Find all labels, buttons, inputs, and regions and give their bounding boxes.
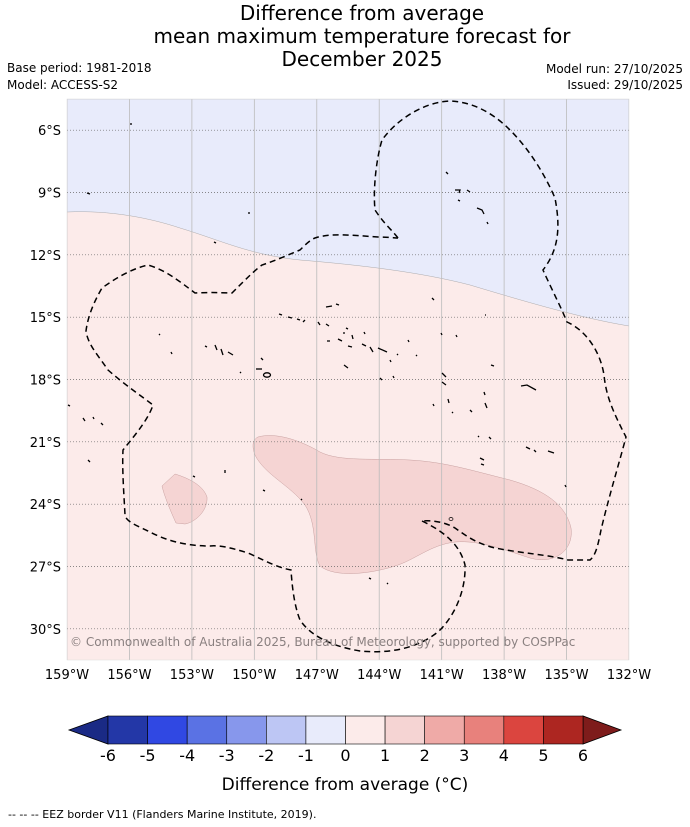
latitude-label: 24°S xyxy=(30,498,61,513)
latitude-label: 21°S xyxy=(30,436,61,451)
latitude-label: 18°S xyxy=(30,374,61,389)
island xyxy=(158,333,208,355)
map-gridlines xyxy=(67,99,629,660)
colorbar-title: Difference from average (°C) xyxy=(222,775,469,795)
anomaly-1-to-2-patch xyxy=(161,473,208,525)
colorbar-tick-label: -6 xyxy=(100,746,116,765)
colorbar-tick-label: -4 xyxy=(179,746,195,765)
longitude-label: 156°W xyxy=(107,668,151,683)
colorbar-swatch xyxy=(305,715,346,745)
island xyxy=(476,207,485,215)
island xyxy=(477,435,555,454)
island xyxy=(300,457,567,501)
colorbar-tick-label: 3 xyxy=(459,746,469,765)
colorbar-under-arrow xyxy=(67,715,109,745)
model-name: Model: ACCESS-S2 xyxy=(7,78,119,92)
colorbar-swatch xyxy=(463,715,505,745)
colorbar-swatch xyxy=(345,715,386,745)
map-copyright: © Commonwealth of Australia 2025, Bureau… xyxy=(70,635,575,649)
title-line-2: mean maximum temperature forecast for xyxy=(153,24,571,48)
latitude-label: 27°S xyxy=(30,561,61,576)
island xyxy=(432,364,495,407)
colorbar-tick-label: 1 xyxy=(380,746,390,765)
colorbar-tick-label: -2 xyxy=(258,746,274,765)
island xyxy=(343,327,349,334)
island xyxy=(451,402,488,414)
longitude-label: 150°W xyxy=(232,668,276,683)
latitude-label: 30°S xyxy=(30,623,61,638)
island xyxy=(325,303,340,308)
island xyxy=(455,189,461,194)
eez-border-lines xyxy=(85,100,627,653)
colorbar-tick-label: -1 xyxy=(298,746,314,765)
island xyxy=(86,192,91,195)
colorbar-tick-label: 0 xyxy=(340,746,350,765)
island xyxy=(448,517,454,521)
colorbar-tick-label: -5 xyxy=(140,746,156,765)
colorbar-swatch xyxy=(384,715,425,745)
island xyxy=(262,372,272,378)
island xyxy=(239,357,395,381)
islands xyxy=(67,123,567,585)
island xyxy=(466,189,471,193)
colorbar-swatch xyxy=(147,715,188,745)
latitude-label: 15°S xyxy=(30,311,61,326)
model-run: Model run: 27/10/2025 xyxy=(545,62,683,76)
colorbar-swatch xyxy=(107,715,148,745)
colorbar-swatch xyxy=(186,715,228,745)
longitude-label: 135°W xyxy=(544,668,588,683)
base-period: Base period: 1981-2018 xyxy=(7,61,152,75)
island xyxy=(214,344,234,356)
island xyxy=(317,321,330,327)
longitude-label: 132°W xyxy=(607,668,651,683)
colorbar-tick-label: 2 xyxy=(420,746,430,765)
issued-date: Issued: 29/10/2025 xyxy=(567,78,683,92)
island xyxy=(486,221,489,225)
island xyxy=(67,404,104,463)
colorbar-over-arrow xyxy=(582,715,623,745)
colorbar-tick-label: 5 xyxy=(538,746,548,765)
longitude-label: 147°W xyxy=(295,668,339,683)
colorbar-tick-label: 4 xyxy=(499,746,509,765)
colorbar-swatch xyxy=(266,715,307,745)
island xyxy=(351,331,366,340)
island xyxy=(441,372,537,391)
colorbar-swatch xyxy=(226,715,267,745)
longitude-label: 138°W xyxy=(482,668,526,683)
forecast-map: © Commonwealth of Australia 2025, Bureau… xyxy=(30,98,651,795)
island xyxy=(389,314,486,363)
longitude-label: 159°W xyxy=(45,668,89,683)
longitude-label: 141°W xyxy=(420,668,464,683)
map-plot-area: © Commonwealth of Australia 2025, Bureau… xyxy=(67,99,629,660)
island xyxy=(278,313,306,323)
longitude-labels: 159°W 156°W 153°W 150°W 147°W 144°W 141°W 138°W… xyxy=(45,668,651,683)
latitude-label: 6°S xyxy=(38,124,61,139)
longitude-label: 144°W xyxy=(357,668,401,683)
island xyxy=(327,338,353,348)
colorbar-swatch xyxy=(543,715,584,745)
map-frame xyxy=(66,98,630,661)
island xyxy=(457,199,461,202)
anomaly-1-to-2-region xyxy=(252,435,572,574)
eez-border-french-polynesia xyxy=(85,234,466,653)
colorbar-swatch xyxy=(503,715,544,745)
island xyxy=(192,470,389,585)
colorbar-tick-label: -3 xyxy=(219,746,235,765)
anomaly-neg1-to-0-region xyxy=(67,99,629,327)
colorbar: -6 -5 -4 -3 -2 -1 0 1 2 3 4 5 6 xyxy=(67,715,623,765)
colorbar-tick-label: 6 xyxy=(578,746,588,765)
title-line-3: December 2025 xyxy=(281,47,443,71)
colorbar-swatch xyxy=(424,715,465,745)
latitude-label: 12°S xyxy=(30,249,61,264)
eez-border-kiribati xyxy=(373,100,627,561)
eez-footnote: -- -- -- EEZ border V11 (Flanders Marine… xyxy=(8,808,317,821)
island xyxy=(445,171,449,175)
latitude-label: 9°S xyxy=(38,187,61,202)
island xyxy=(213,241,217,244)
longitude-label: 153°W xyxy=(170,668,214,683)
title-line-1: Difference from average xyxy=(239,1,485,25)
island xyxy=(361,343,388,353)
island xyxy=(407,297,458,343)
latitude-labels: 6°S 9°S 12°S 15°S 18°S 21°S 24°S 27°S 30°S xyxy=(30,124,61,638)
